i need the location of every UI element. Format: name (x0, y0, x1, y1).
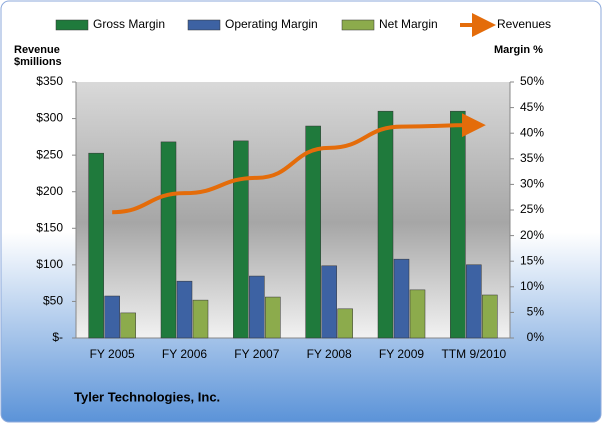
y2-tick-label: 25% (520, 202, 544, 216)
y-tick-label: $200 (36, 184, 63, 198)
legend-label: Revenues (497, 17, 551, 31)
line (112, 113, 486, 215)
y2-tick-label: 45% (520, 100, 544, 114)
y2-axis-title: Margin % (494, 44, 543, 56)
bar (377, 110, 394, 339)
x-tick-label: TTM 9/2010 (441, 347, 506, 361)
legend-label: Net Margin (379, 17, 438, 31)
y-tick-label: $- (52, 330, 63, 344)
y-axis-title: Revenue $millions (14, 44, 62, 68)
y2-tick-label: 40% (520, 125, 544, 139)
bar (482, 294, 498, 339)
bar (305, 125, 321, 339)
y2-tick-label: 5% (527, 305, 545, 319)
y2-tick-label: 30% (520, 177, 544, 191)
bar (265, 296, 281, 339)
subtitle: Tyler Technologies, Inc. (74, 389, 220, 404)
bar (233, 140, 249, 339)
bar (337, 308, 353, 339)
y2-tick-label: 0% (527, 330, 545, 344)
y-tick-label: $350 (36, 74, 63, 88)
legend-swatch (341, 19, 375, 31)
legend-label: Operating Margin (225, 17, 318, 31)
legend-swatch (55, 19, 89, 31)
y-tick-label: $150 (36, 220, 63, 234)
bar (160, 141, 177, 339)
bar (104, 295, 120, 339)
y-tick-label: $300 (36, 111, 63, 125)
bar (176, 280, 193, 339)
y2-tick-label: 35% (520, 151, 544, 165)
bar (88, 152, 104, 339)
bar (450, 110, 466, 339)
legend-swatch (187, 19, 221, 31)
y2-tick-label: 50% (520, 74, 544, 88)
x-tick-label: FY 2006 (162, 347, 207, 361)
y-tick-label: $50 (43, 294, 63, 308)
bar (120, 312, 136, 339)
bar (466, 264, 482, 339)
bar (321, 265, 337, 339)
plot-area (76, 82, 510, 338)
bar (192, 299, 209, 339)
y-tick-label: $250 (36, 147, 63, 161)
y2-tick-label: 15% (520, 253, 544, 267)
legend-label: Gross Margin (93, 17, 165, 31)
bar (409, 289, 426, 339)
y-tick-label: $100 (36, 257, 63, 271)
y2-tick-label: 20% (520, 228, 544, 242)
bar (393, 258, 410, 339)
x-tick-label: FY 2009 (379, 347, 424, 361)
x-tick-label: FY 2008 (307, 347, 352, 361)
y2-tick-label: 10% (520, 279, 544, 293)
x-tick-label: FY 2005 (90, 347, 135, 361)
x-tick-label: FY 2007 (234, 347, 279, 361)
bar (249, 275, 265, 339)
